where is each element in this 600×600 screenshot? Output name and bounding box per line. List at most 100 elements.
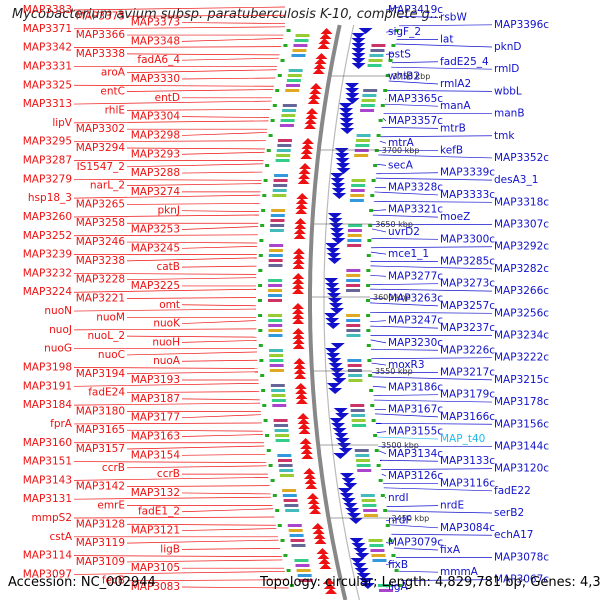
left-gene-label: narL_2 <box>90 180 125 192</box>
green-marker <box>391 554 396 557</box>
cog-category-bar <box>278 464 293 467</box>
forward-gene-arrow <box>293 363 306 369</box>
reverse-gene-arrow <box>333 453 348 459</box>
left-gene-label: ligB <box>160 543 180 555</box>
right-connector <box>376 431 387 434</box>
left-gene-label: MAP3245 <box>131 242 180 254</box>
left-connector <box>126 53 280 56</box>
green-marker <box>376 464 381 467</box>
cog-category-bar <box>274 174 289 177</box>
right-connector <box>373 209 387 212</box>
cog-category-bar <box>369 544 384 547</box>
green-marker <box>270 479 275 482</box>
right-connector <box>369 302 439 307</box>
left-connector <box>73 100 272 105</box>
forward-gene-arrow <box>323 583 336 589</box>
cog-category-bar <box>347 359 362 362</box>
reverse-gene-arrow <box>327 293 342 299</box>
left-gene-label: MAP3109 <box>76 556 125 568</box>
green-marker <box>272 104 277 107</box>
forward-gene-arrow <box>301 143 314 149</box>
cog-category-bar <box>346 279 361 282</box>
forward-gene-arrow <box>311 523 324 529</box>
forward-gene-arrow <box>300 148 313 154</box>
reverse-gene-arrow <box>345 88 360 94</box>
forward-gene-arrow <box>306 493 319 499</box>
right-connector <box>383 487 493 492</box>
forward-gene-arrow <box>295 208 308 214</box>
forward-gene-arrow <box>297 418 310 424</box>
cog-category-bar <box>355 459 370 462</box>
left-gene-label: MAP3294 <box>76 142 126 154</box>
cog-category-bar <box>355 139 370 142</box>
cog-category-bar <box>379 589 394 592</box>
forward-gene-arrow <box>298 168 311 174</box>
right-gene-label: MAP3134c <box>388 448 443 460</box>
green-marker <box>370 404 375 407</box>
cog-category-bar <box>295 34 310 37</box>
left-gene-label: MAP3083 <box>131 581 180 593</box>
right-gene-label: MAP3365c <box>388 93 443 105</box>
right-connector <box>370 274 387 277</box>
green-marker <box>369 209 374 212</box>
right-connector <box>370 288 493 292</box>
right-gene-label: serB2 <box>494 507 524 519</box>
cog-category-bar <box>279 469 294 472</box>
cog-category-bar <box>269 359 284 362</box>
right-gene-label: MAP3234c <box>494 329 549 341</box>
reverse-gene-arrow <box>335 438 350 444</box>
forward-gene-arrow <box>292 308 305 314</box>
right-gene-label: MAP3273c <box>440 278 495 290</box>
reverse-gene-arrow <box>331 183 346 189</box>
green-marker <box>366 254 371 257</box>
right-gene-label: sigF_2 <box>388 26 421 38</box>
forward-gene-arrow <box>293 368 306 374</box>
reverse-gene-arrow <box>332 428 347 434</box>
left-gene-label: nuoJ <box>49 324 72 336</box>
cog-category-bar <box>290 539 305 542</box>
cog-category-bar <box>377 584 392 587</box>
right-connector <box>375 177 493 181</box>
green-marker <box>368 374 373 377</box>
reverse-gene-arrow <box>345 83 360 89</box>
cog-category-bar <box>350 189 365 192</box>
left-gene-label: MAP3128 <box>76 518 125 530</box>
forward-gene-arrow <box>303 473 316 479</box>
cog-category-bar <box>292 49 307 52</box>
right-connector <box>391 61 439 64</box>
cog-category-bar <box>364 514 379 517</box>
feature-track <box>258 28 402 594</box>
kbp-label: 3700 kbp <box>382 146 420 155</box>
cog-category-bar <box>276 154 291 157</box>
reverse-gene-arrow <box>335 153 350 159</box>
left-gene-label: rhlE <box>105 104 125 116</box>
right-connector <box>385 542 394 544</box>
right-gene-label: MAP3116c <box>440 477 495 489</box>
cog-category-bar <box>285 89 300 92</box>
forward-gene-arrow <box>298 423 311 429</box>
green-marker <box>259 359 264 362</box>
left-gene-label: MAP3228 <box>76 274 125 286</box>
right-gene-label: MAP3230c <box>388 337 443 349</box>
reverse-gene-arrow <box>338 103 353 109</box>
right-gene-label: MAP3352c <box>494 152 549 164</box>
cog-category-bar <box>295 564 310 567</box>
cog-category-bar <box>269 369 284 372</box>
right-connector <box>370 320 387 323</box>
reverse-gene-arrow <box>358 578 373 584</box>
green-marker <box>385 74 390 77</box>
left-connector <box>181 57 279 61</box>
cog-category-bar <box>372 559 387 562</box>
cog-category-bar <box>269 364 284 367</box>
left-gene-label: MAP3221 <box>76 293 125 305</box>
left-gene-label: lipV <box>52 117 72 129</box>
left-gene-label: MAP3295 <box>23 136 72 148</box>
right-gene-label: MAP3126c <box>388 470 443 482</box>
left-gene-label: aroA <box>101 67 126 79</box>
left-gene-label: fprA <box>50 418 73 430</box>
left-gene-label: MAP3105 <box>131 562 180 574</box>
green-marker <box>266 449 271 452</box>
cog-category-bar <box>347 239 362 242</box>
cog-category-bar <box>268 299 282 302</box>
kbp-label: 3650 kbp <box>375 220 413 229</box>
